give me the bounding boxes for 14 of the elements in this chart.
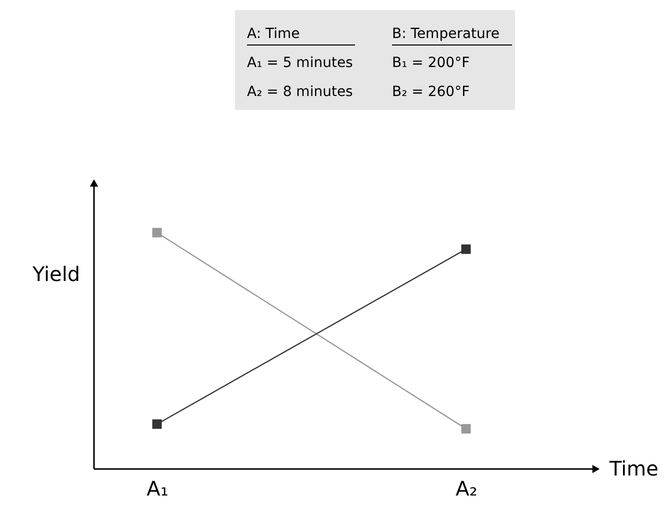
text: A: Time [247,26,300,42]
point [461,244,471,254]
text: B₂ = 260°F [392,84,470,100]
text: B₁ = 200°F [392,55,470,71]
point [461,424,471,434]
x-tick-label: A₂ [456,476,478,500]
point [152,419,162,429]
y-axis-title: Yield [32,262,80,286]
point [152,228,162,238]
x-tick-label: A₁ [146,476,168,500]
x-axis-title: Time [608,456,658,480]
text: A₂ = 8 minutes [247,84,353,100]
text: B: Temperature [392,26,500,42]
text: A₁ = 5 minutes [247,55,353,71]
